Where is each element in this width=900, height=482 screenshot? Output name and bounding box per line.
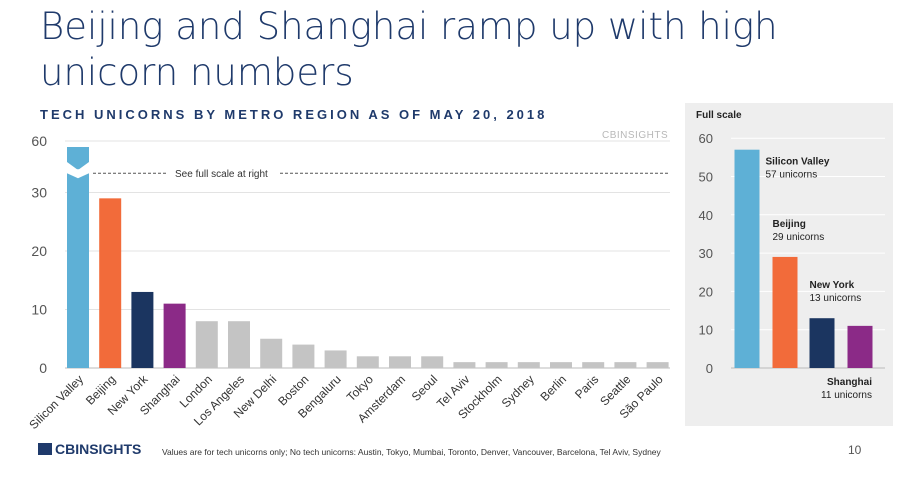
y-tick-label: 50 (699, 170, 713, 185)
data-label-name-new-york: New York (810, 280, 855, 291)
y-tick-label: 10 (31, 302, 47, 318)
y-tick-label: 10 (699, 323, 713, 338)
data-label-value-silicon-valley: 57 unicorns (766, 170, 818, 181)
bar (260, 338, 283, 368)
page-title: Beijing and Shanghai ramp up with high u… (40, 5, 778, 94)
bar (582, 362, 605, 368)
cbinsights-logo: CBINSIGHTS (38, 441, 141, 457)
bar (324, 350, 347, 368)
y-tick-label: 30 (699, 246, 713, 261)
bar-break-top (67, 147, 89, 162)
data-label-name-silicon-valley: Silicon Valley (766, 157, 830, 168)
bar (356, 356, 379, 368)
bar-break-notch (67, 169, 89, 179)
bar (421, 356, 444, 368)
bar (809, 318, 835, 368)
y-tick-label: 40 (699, 208, 713, 223)
y-tick-label: 0 (706, 361, 713, 376)
chart-subtitle: TECH UNICORNS BY METRO REGION AS OF MAY … (40, 107, 548, 122)
full-scale-annotation: See full scale at right (175, 169, 268, 180)
bar (734, 149, 760, 368)
bar (847, 325, 873, 368)
x-tick-label-sydney: Sydney (499, 372, 537, 410)
y-tick-label: 60 (31, 133, 47, 149)
bar (195, 321, 218, 368)
bar (292, 344, 315, 368)
x-tick-label-silicon-valley: Silicon Valley (26, 372, 86, 432)
bar (485, 362, 508, 368)
x-tick-label-berlin: Berlin (538, 372, 570, 404)
bar (99, 198, 122, 368)
bar (614, 362, 637, 368)
full-scale-panel: Full scale 0 10 20 30 40 50 60 Silicon Valley 57… (685, 103, 893, 426)
bar (67, 173, 89, 368)
bar (228, 321, 250, 368)
bar (389, 356, 411, 368)
cbinsights-watermark: CBINSIGHTS (602, 130, 668, 141)
bar (772, 256, 798, 368)
bar (646, 362, 669, 368)
full-scale-title: Full scale (696, 110, 742, 121)
data-label-value-shanghai: 11 unicorns (821, 390, 872, 401)
y-tick-label: 0 (39, 360, 47, 376)
watermark-text: CBINSIGHTS (602, 130, 669, 141)
y-tick-label: 30 (31, 185, 47, 201)
y-tick-label: 20 (699, 284, 713, 299)
y-tick-label: 20 (31, 243, 47, 259)
data-label-value-beijing: 29 unicorns (773, 232, 825, 243)
bar (163, 303, 186, 368)
data-label-name-beijing: Beijing (773, 219, 806, 230)
bar (517, 362, 540, 368)
data-label-name-shanghai: Shanghai (827, 377, 872, 388)
logo-mark-icon (38, 443, 52, 455)
full-scale-bar-chart: 0 10 20 30 40 50 60 Silicon Valley 57 unicorns Be… (699, 131, 885, 401)
bar-break-arrow (67, 162, 89, 170)
bar (131, 291, 154, 368)
y-tick-label: 60 (699, 131, 713, 146)
x-tick-label-paris: Paris (572, 372, 601, 401)
footer-logo-text: CBINSIGHTS (55, 441, 142, 457)
main-bar-chart: 0 10 20 30 60 See full scale at right Silicon … (26, 133, 670, 432)
data-label-value-new-york: 13 unicorns (810, 293, 862, 304)
page-number: 10 (848, 443, 862, 457)
bar (453, 362, 476, 368)
bar (550, 362, 572, 368)
footnote: Values are for tech unicorns only; No te… (162, 447, 661, 457)
